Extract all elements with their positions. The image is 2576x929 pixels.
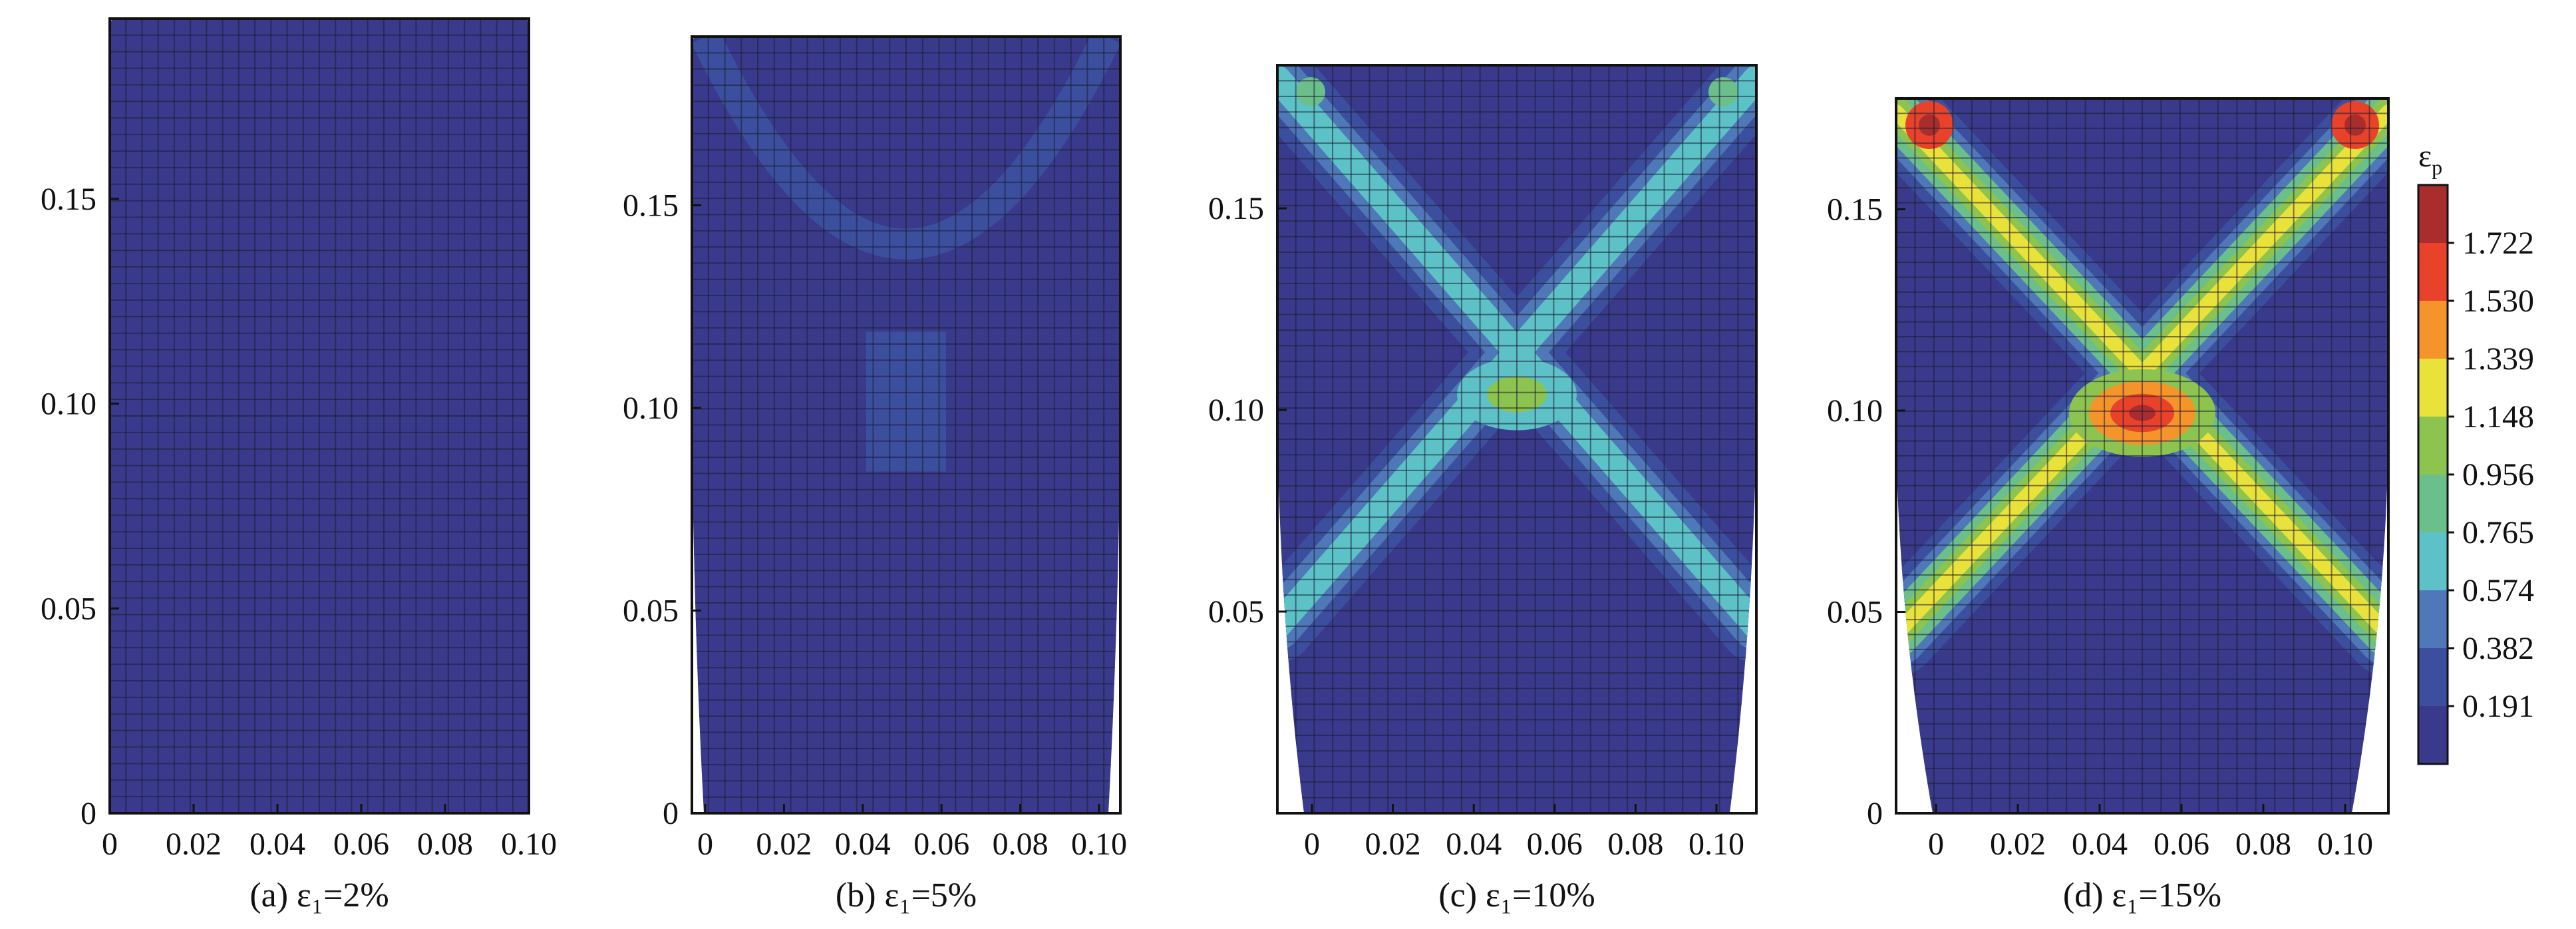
y-tick-label: 0 — [80, 796, 96, 831]
colorbar-label: 1.339 — [2462, 341, 2534, 377]
x-tick-label: 0.08 — [417, 827, 473, 862]
panel-a: 0 0.02 0.04 0.06 0.08 0.10 0 0.05 0.10 0.15 (a) ε₁… — [41, 17, 557, 914]
colorbar-label: 1.148 — [2462, 399, 2534, 435]
y-tick-label: 0 — [663, 796, 679, 831]
colorbar-segment — [2418, 532, 2448, 591]
strain-corner — [1919, 114, 1940, 136]
colorbar-segment — [2418, 590, 2448, 649]
panel-caption: (d) ε₁=15% — [2063, 876, 2221, 914]
colorbar-label: 1.722 — [2462, 226, 2534, 261]
y-tick-label: 0.05 — [623, 594, 679, 629]
x-tick-label: 0.04 — [835, 827, 891, 862]
panel-caption: (b) ε₁=5% — [836, 876, 977, 914]
strain-corner — [1296, 77, 1325, 106]
colorbar-label: 0.765 — [2462, 515, 2534, 550]
x-tick-label: 0.04 — [249, 827, 305, 862]
y-tick-label: 0.15 — [623, 188, 679, 224]
plot-frame — [1895, 97, 2390, 815]
x-tick-label: 0.06 — [1527, 827, 1583, 862]
x-tick-label: 0.04 — [1446, 827, 1502, 862]
y-tick-label: 0.10 — [1827, 393, 1883, 429]
x-tick-label: 0.10 — [1071, 827, 1127, 862]
y-tick-label: 0 — [1867, 796, 1883, 831]
y-tick-label: 0.15 — [1827, 192, 1883, 228]
colorbar-segment — [2418, 301, 2448, 359]
plot-frame — [1276, 64, 1758, 815]
x-tick-label: 0.02 — [1990, 827, 2046, 862]
x-tick-label: 0.06 — [2154, 827, 2209, 862]
y-tick-label: 0.05 — [41, 591, 96, 626]
x-tick-label: 0 — [1304, 827, 1320, 862]
specimen — [1896, 98, 2388, 813]
panel-caption: (a) ε₁=2% — [249, 876, 389, 914]
panel-c: 0 0.02 0.04 0.06 0.08 0.10 0.05 0.10 0.15 (c) ε₁=… — [1208, 64, 1758, 914]
colorbar-segment — [2418, 706, 2448, 765]
x-tick-label: 0 — [102, 827, 118, 862]
y-tick-label: 0.05 — [1208, 594, 1264, 630]
colorbar-segment — [2418, 359, 2448, 417]
y-tick-label: 0.15 — [1208, 191, 1264, 226]
x-tick-label: 0.08 — [993, 827, 1048, 862]
colorbar-segment — [2418, 243, 2448, 301]
x-tick-label: 0.10 — [501, 827, 557, 862]
colorbar-segment — [2418, 417, 2448, 475]
colorbar-label: 0.956 — [2462, 457, 2534, 492]
specimen — [1277, 65, 1756, 813]
plot-frame — [691, 35, 1122, 815]
x-tick-label: 0 — [1928, 827, 1944, 862]
plot-frame — [108, 17, 530, 815]
x-tick-label: 0.04 — [2072, 827, 2128, 862]
y-tick-label: 0.10 — [1208, 393, 1264, 428]
x-tick-label: 0.10 — [1689, 827, 1744, 862]
colorbar-label: 0.382 — [2462, 631, 2534, 666]
panel-b: 0 0.02 0.04 0.06 0.08 0.10 0 0.05 0.10 0.15 (b) ε₁… — [623, 35, 1127, 914]
x-tick-label: 0.02 — [1365, 827, 1421, 862]
specimen — [692, 37, 1120, 813]
x-tick-label: 0.08 — [1607, 827, 1663, 862]
colorbar: 1.722 1.530 1.339 1.148 0.956 0.765 0.574 0.382… — [2417, 138, 2534, 765]
panel-d: 0 0.02 0.04 0.06 0.08 0.10 0 0.05 0.10 0.15 (d) ε₁… — [1827, 97, 2390, 914]
colorbar-label: 0.574 — [2462, 573, 2534, 608]
colorbar-segment — [2418, 648, 2448, 707]
y-tick-label: 0.05 — [1827, 595, 1883, 630]
colorbar-segment — [2418, 185, 2448, 244]
colorbar-title: εp — [2418, 138, 2442, 179]
colorbar-title-subscript: p — [2432, 155, 2442, 179]
specimen — [110, 19, 529, 813]
y-tick-label: 0.10 — [41, 387, 96, 422]
x-tick-label: 0.06 — [333, 827, 389, 862]
panel-caption: (c) ε₁=10% — [1438, 876, 1595, 914]
colorbar-title-symbol: ε — [2418, 138, 2432, 174]
strain-corner — [1708, 77, 1738, 106]
x-tick-label: 0.10 — [2317, 827, 2373, 862]
x-tick-label: 0.06 — [913, 827, 969, 862]
x-tick-label: 0.08 — [2235, 827, 2291, 862]
y-tick-label: 0.15 — [41, 182, 96, 217]
strain-corner — [2344, 114, 2366, 136]
colorbar-segment — [2418, 474, 2448, 533]
x-tick-label: 0.02 — [166, 827, 222, 862]
colorbar-label: 1.530 — [2462, 283, 2534, 319]
x-tick-label: 0 — [697, 827, 713, 862]
y-tick-label: 0.10 — [623, 391, 679, 426]
colorbar-label: 0.191 — [2462, 689, 2534, 724]
x-tick-label: 0.02 — [756, 827, 812, 862]
